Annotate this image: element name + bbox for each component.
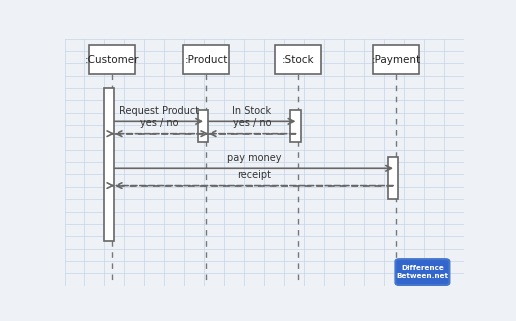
Text: :Product: :Product <box>185 55 228 65</box>
Bar <box>291 110 301 142</box>
Bar <box>184 45 230 74</box>
Text: :Stock: :Stock <box>282 55 315 65</box>
Text: yes / no: yes / no <box>233 118 271 128</box>
Text: pay money: pay money <box>227 153 281 163</box>
FancyBboxPatch shape <box>395 259 449 285</box>
Text: :Payment: :Payment <box>372 55 421 65</box>
Text: receipt: receipt <box>237 170 271 180</box>
Text: :Customer: :Customer <box>85 55 140 65</box>
Text: yes / no: yes / no <box>140 118 178 128</box>
Bar <box>276 45 321 74</box>
Text: Request Product: Request Product <box>119 106 199 116</box>
Text: Difference
Between.net: Difference Between.net <box>396 265 448 279</box>
Text: In Stock: In Stock <box>233 106 271 116</box>
Bar <box>198 110 208 142</box>
Bar <box>374 45 420 74</box>
Bar <box>388 157 398 199</box>
Bar <box>89 45 136 74</box>
Bar <box>104 88 115 241</box>
